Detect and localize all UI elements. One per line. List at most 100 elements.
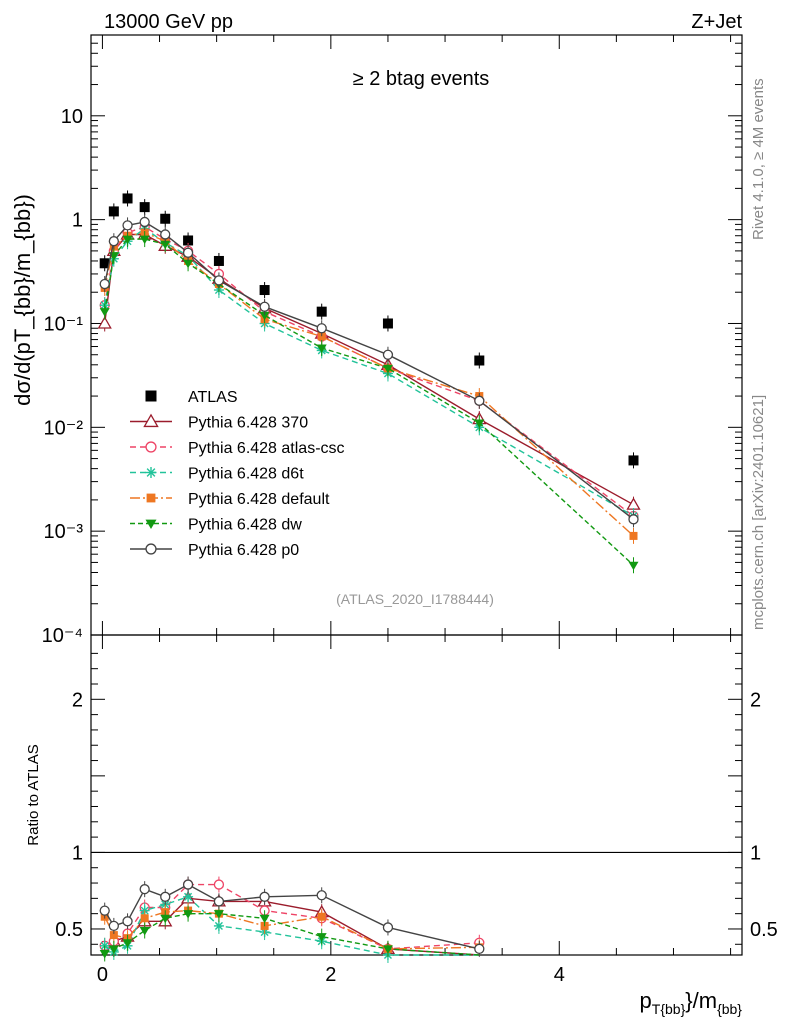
legend-item: Pythia 6.428 default: [130, 491, 330, 508]
main-data-point: [183, 259, 194, 269]
ratio-data-point: [140, 914, 149, 923]
ratio-data-point: [316, 933, 327, 942]
ratio-data-point: [122, 939, 133, 948]
main-data-point: [139, 202, 150, 213]
main-data-point: [259, 285, 270, 296]
ratio-y-axis-label: Ratio to ATLAS: [25, 744, 42, 845]
main-data-point: [474, 419, 485, 429]
ratio-data-point: [474, 943, 485, 955]
main-data-point: [122, 235, 133, 245]
ratio-series-pythia-6-428-dw: [99, 905, 480, 962]
main-data-point: [139, 235, 150, 245]
ratio-data-point: [160, 891, 171, 902]
ratio-data-point: [259, 914, 270, 924]
legend-marker: [145, 543, 157, 555]
main-series-atlas: [99, 190, 639, 469]
legend-marker: [146, 493, 156, 503]
legend-marker: [143, 413, 159, 428]
main-series-pythia-6-428-atlas-csc: [99, 218, 639, 524]
ratio-data-point: [139, 927, 150, 936]
ratio-data-point: [213, 879, 225, 890]
main-data-point: [160, 213, 171, 224]
legend-item: Pythia 6.428 d6t: [130, 466, 304, 483]
main-y-tick-label: 10⁻³: [44, 521, 84, 543]
main-data-point: [628, 561, 639, 571]
legend-item: Pythia 6.428 dw: [130, 517, 302, 534]
main-data-point: [183, 235, 194, 246]
main-data-point: [628, 455, 639, 466]
main-data-point: [108, 206, 119, 217]
legend-label: ATLAS: [188, 389, 238, 406]
x-tick-label: 4: [554, 964, 565, 986]
main-series-line: [104, 233, 634, 506]
main-data-point: [382, 318, 393, 329]
ratio-y-tick-label: 0.5: [55, 919, 83, 941]
main-series-pythia-6-428-d6t: [99, 220, 639, 524]
ratio-series-pythia-6-428-default: [100, 902, 484, 957]
legend: ATLAS Pythia 6.428 370 Pythia 6.428 atlas-…: [130, 389, 345, 559]
main-data-point: [122, 193, 133, 204]
ratio-data-point: [99, 905, 110, 916]
ratio-data-point: [183, 891, 194, 902]
ratio-data-point: [99, 949, 110, 959]
main-y-axis-label: dσ/d(pT_{bb}/m_{bb}): [10, 194, 35, 406]
main-data-point: [317, 332, 326, 341]
mcplots-label: mcplots.cern.ch [arXiv:2401.10621]: [750, 395, 767, 630]
legend-label: Pythia 6.428 d6t: [188, 466, 304, 483]
main-series-line: [104, 227, 634, 517]
main-data-point: [182, 247, 194, 258]
ratio-series-line: [104, 913, 480, 956]
ratio-data-point: [182, 879, 194, 890]
main-data-point: [316, 344, 327, 354]
main-data-point: [99, 308, 110, 317]
x-axis-label: pT{bb}}/m{bb}: [640, 988, 743, 1017]
main-y-tick-label: 10⁻²: [44, 417, 84, 439]
ratio-y-axis-label-text: Ratio to ATLAS: [25, 744, 42, 845]
main-data-point: [474, 395, 485, 406]
main-data-point: [139, 216, 150, 228]
ratio-y-tick-label: 2: [72, 689, 83, 711]
main-data-point: [316, 323, 327, 334]
main-series-pythia-6-428-dw: [99, 231, 639, 574]
ratio-data-point: [213, 896, 225, 907]
ratio-y-tick-label: 1: [72, 842, 83, 864]
ratio-series-group: [99, 876, 485, 963]
main-data-point: [626, 497, 641, 510]
ratio-y-tick-label-right: 2: [750, 689, 761, 711]
ratio-data-point: [382, 922, 394, 933]
main-series-line: [104, 238, 634, 566]
main-data-point: [382, 364, 393, 374]
main-axis-ticks: 10 1 10⁻¹ 10⁻² 10⁻³ 10⁻⁴: [42, 34, 742, 647]
legend-item: ATLAS: [145, 389, 238, 406]
rivet-version-label: Rivet 4.1.0, ≥ 4M events: [750, 78, 767, 240]
ratio-data-point: [139, 884, 150, 895]
ratio-series-pythia-6-428-p0: [99, 876, 485, 957]
main-data-point: [99, 258, 110, 269]
x-axis-label-p: p: [640, 988, 652, 1013]
main-data-point: [160, 240, 171, 250]
ratio-data-point: [122, 916, 133, 927]
x-axis-label-sub: T{bb}: [652, 1001, 686, 1017]
x-tick-label: 0: [97, 964, 108, 986]
x-tick-label: 2: [325, 964, 336, 986]
legend-label: Pythia 6.428 p0: [188, 542, 299, 559]
legend-marker: [145, 390, 157, 402]
star-stroke: [146, 468, 156, 477]
main-data-point: [213, 255, 224, 266]
main-data-point: [213, 275, 225, 286]
main-y-tick-label: 10: [61, 106, 83, 128]
main-data-point: [628, 514, 639, 525]
main-y-axis-label-text: dσ/d(pT_{bb}/m_{bb}): [10, 194, 35, 406]
legend-marker: [145, 519, 157, 529]
ratio-y-tick-label-right: 1: [750, 842, 761, 864]
ratio-data-point: [160, 914, 171, 924]
ratio-data-point: [213, 910, 224, 919]
ratio-data-point: [317, 912, 326, 921]
main-chart-title: ≥ 2 btag events: [353, 68, 490, 90]
main-series-line: [104, 221, 634, 520]
legend-marker: [145, 441, 157, 453]
main-data-point: [474, 355, 485, 366]
legend-item: Pythia 6.428 370: [130, 413, 308, 432]
x-axis-label-sub2: {bb}: [717, 1001, 742, 1017]
